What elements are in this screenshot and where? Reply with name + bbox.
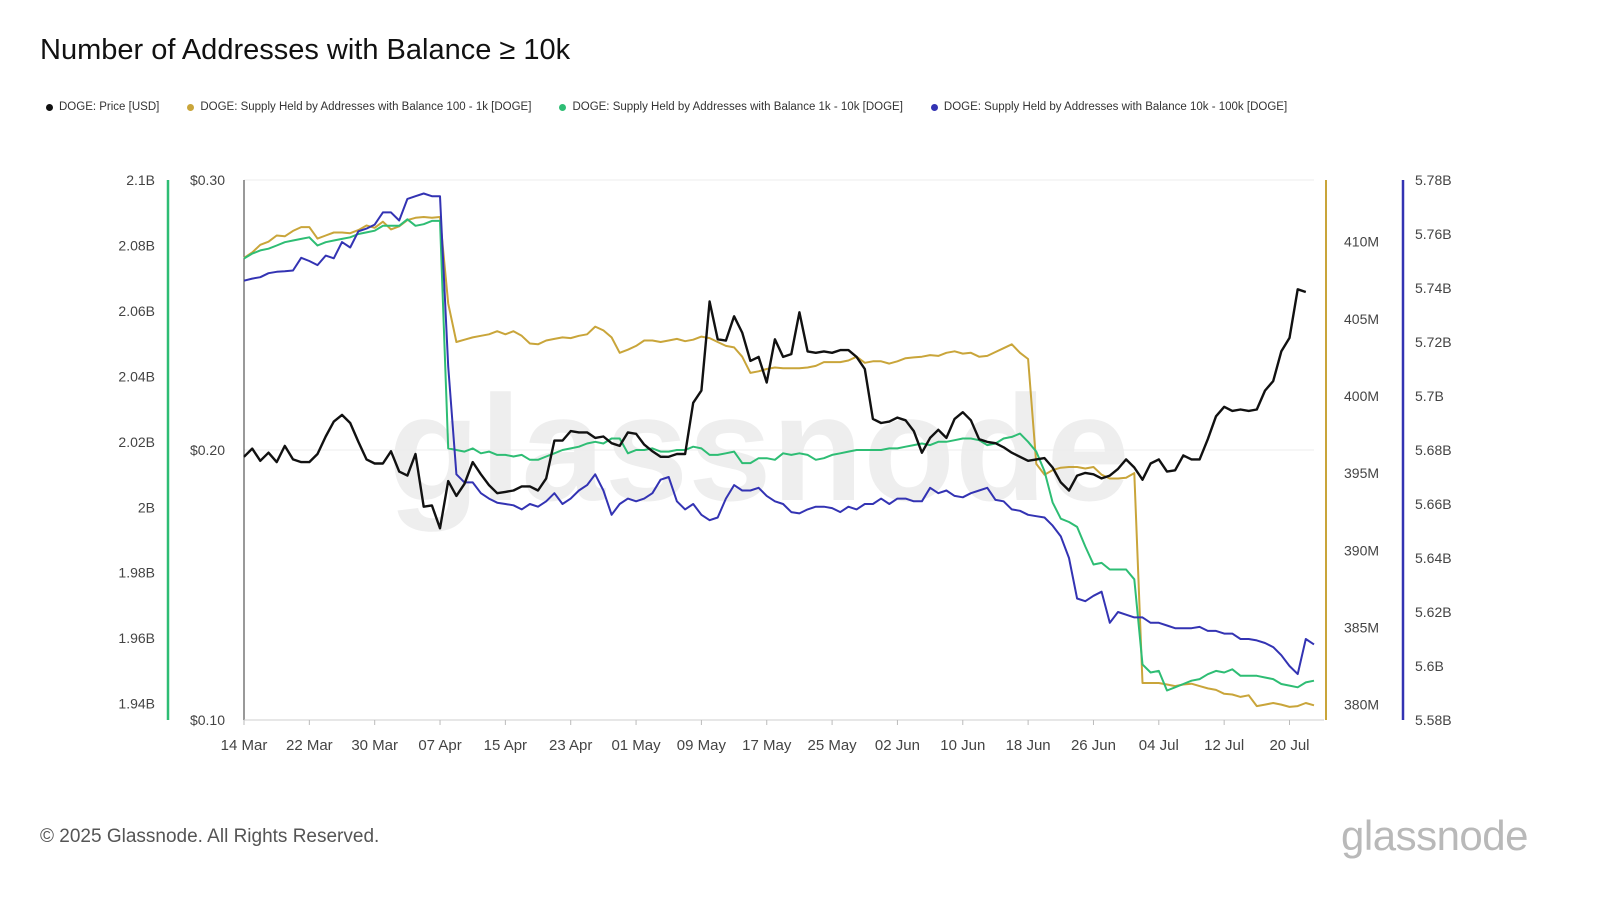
x-tick-label: 17 May xyxy=(742,737,792,754)
chart-title: Number of Addresses with Balance ≥ 10k xyxy=(40,34,571,66)
legend-label-100-1k: DOGE: Supply Held by Addresses with Bala… xyxy=(200,101,532,113)
y-tick-label-supply-10k-100k: 5.76B xyxy=(1415,226,1452,242)
legend-dot-10k-100k xyxy=(930,103,938,111)
x-tick-label: 26 Jun xyxy=(1071,737,1116,754)
y-tick-label-supply-10k-100k: 5.62B xyxy=(1415,604,1452,620)
y-tick-label-supply-1k-10k: 2.06B xyxy=(118,303,155,319)
y-tick-label-price: $0.30 xyxy=(190,172,225,188)
supply-100-1k-line xyxy=(243,216,1315,708)
y-tick-label-supply-1k-10k: 1.94B xyxy=(118,696,155,712)
supply-1k-10k-line xyxy=(243,218,1315,692)
x-tick-label: 30 Mar xyxy=(351,737,398,754)
y-tick-label-supply-10k-100k: 5.72B xyxy=(1415,334,1452,350)
copyright-footer: © 2025 Glassnode. All Rights Reserved. xyxy=(40,826,380,847)
y-tick-label-supply-10k-100k: 5.78B xyxy=(1415,172,1452,188)
x-tick-label: 18 Jun xyxy=(1006,737,1051,754)
y-tick-label-supply-100-1k: 390M xyxy=(1344,542,1379,558)
y-tick-label-supply-1k-10k: 2.1B xyxy=(126,172,155,188)
y-tick-label-supply-10k-100k: 5.68B xyxy=(1415,442,1452,458)
legend: DOGE: Price [USD] DOGE: Supply Held by A… xyxy=(46,101,1315,113)
x-tick-label: 14 Mar xyxy=(221,737,268,754)
y-tick-label-supply-1k-10k: 2.04B xyxy=(118,368,155,384)
x-tick-label: 23 Apr xyxy=(549,737,592,754)
y-tick-label-supply-1k-10k: 1.98B xyxy=(118,565,155,581)
legend-item-10k-100k[interactable]: DOGE: Supply Held by Addresses with Bala… xyxy=(930,101,1288,113)
y-tick-label-supply-10k-100k: 5.64B xyxy=(1415,550,1452,566)
y-tick-label-price: $0.20 xyxy=(190,442,225,458)
supply-10k-100k-line xyxy=(243,192,1315,676)
legend-item-1k-10k[interactable]: DOGE: Supply Held by Addresses with Bala… xyxy=(559,101,903,113)
y-tick-label-supply-100-1k: 385M xyxy=(1344,619,1379,635)
legend-label-1k-10k: DOGE: Supply Held by Addresses with Bala… xyxy=(572,101,903,113)
x-tick-label: 02 Jun xyxy=(875,737,920,754)
watermark-logo: glassnode xyxy=(388,364,1130,532)
legend-label-price: DOGE: Price [USD] xyxy=(59,101,160,113)
y-tick-label-supply-100-1k: 405M xyxy=(1344,311,1379,327)
y-tick-label-supply-10k-100k: 5.66B xyxy=(1415,496,1452,512)
legend-dot-100-1k xyxy=(187,103,195,111)
y-tick-label-supply-10k-100k: 5.58B xyxy=(1415,712,1452,728)
price-line xyxy=(243,288,1307,530)
legend-item-price[interactable]: DOGE: Price [USD] xyxy=(46,101,159,113)
legend-label-10k-100k: DOGE: Supply Held by Addresses with Bala… xyxy=(943,101,1288,113)
y-tick-label-supply-1k-10k: 2.02B xyxy=(118,434,155,450)
y-tick-label-supply-1k-10k: 1.96B xyxy=(118,630,155,646)
x-tick-label: 25 May xyxy=(807,737,857,754)
x-tick-label: 15 Apr xyxy=(484,737,527,754)
y-tick-label-supply-100-1k: 400M xyxy=(1344,388,1379,404)
x-tick-label: 22 Mar xyxy=(286,737,333,754)
x-tick-label: 10 Jun xyxy=(940,737,985,754)
y-tick-label-supply-1k-10k: 2.08B xyxy=(118,237,155,253)
x-tick-label: 12 Jul xyxy=(1204,737,1244,754)
legend-dot-price xyxy=(46,103,53,111)
x-tick-label: 01 May xyxy=(611,737,661,754)
x-tick-label: 04 Jul xyxy=(1139,737,1179,754)
x-tick-label: 20 Jul xyxy=(1269,737,1309,754)
y-tick-label-supply-10k-100k: 5.74B xyxy=(1415,280,1452,296)
legend-dot-1k-10k xyxy=(559,103,567,111)
y-tick-label-supply-100-1k: 410M xyxy=(1344,234,1379,250)
y-tick-label-supply-10k-100k: 5.6B xyxy=(1415,658,1444,674)
y-tick-label-price: $0.10 xyxy=(190,712,225,728)
x-tick-label: 07 Apr xyxy=(418,737,461,754)
y-tick-label-supply-100-1k: 380M xyxy=(1344,697,1379,713)
brand-logo: glassnode xyxy=(1341,812,1528,859)
legend-item-100-1k[interactable]: DOGE: Supply Held by Addresses with Bala… xyxy=(187,101,531,113)
y-tick-label-supply-10k-100k: 5.7B xyxy=(1415,388,1444,404)
x-tick-label: 09 May xyxy=(677,737,727,754)
y-tick-label-supply-1k-10k: 2B xyxy=(138,499,155,515)
y-tick-label-supply-100-1k: 395M xyxy=(1344,465,1379,481)
